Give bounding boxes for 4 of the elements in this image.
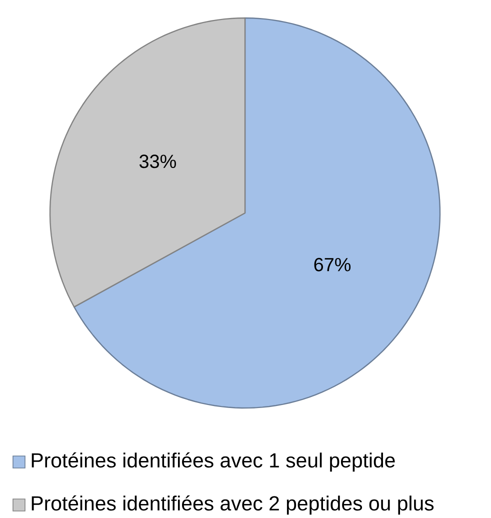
- data-label: 67%: [314, 258, 351, 272]
- legend-label: Protéines identifiées avec 1 seul peptide: [32, 452, 395, 472]
- legend-label: Protéines identifiées avec 2 peptides ou plus: [32, 495, 434, 515]
- data-label: 33%: [139, 154, 176, 168]
